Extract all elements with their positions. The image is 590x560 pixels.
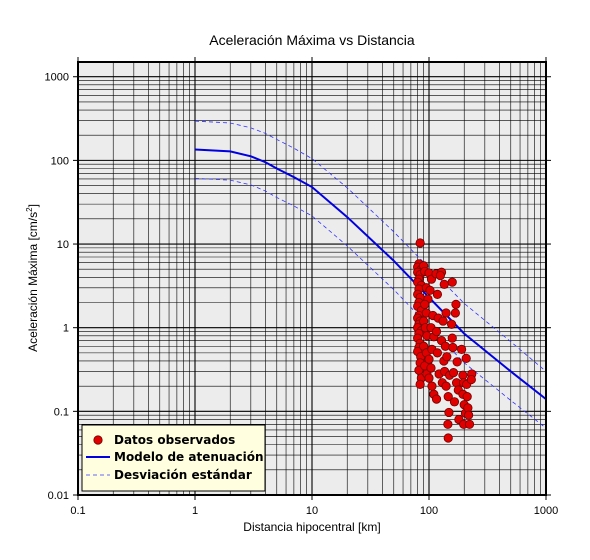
- data-point: [451, 299, 461, 309]
- x-tick-label: 10: [306, 505, 318, 517]
- data-point: [425, 285, 435, 295]
- data-point: [464, 419, 475, 429]
- data-point: [441, 381, 451, 391]
- y-tick-label: 10: [57, 239, 69, 251]
- y-tick-label: 1: [63, 323, 69, 335]
- data-point: [450, 308, 460, 318]
- y-axis-label-main: Aceleración Máxima [cm/s: [26, 212, 40, 352]
- data-point: [424, 373, 434, 383]
- data-point: [443, 419, 453, 429]
- data-point: [432, 348, 443, 358]
- legend: Datos observados Modelo de atenuación De…: [81, 424, 266, 492]
- legend-label-model: Modelo de atenuación: [114, 450, 264, 464]
- data-point: [466, 374, 476, 385]
- deviation-curve-upper: [194, 120, 547, 372]
- data-point: [415, 379, 425, 389]
- y-tick-label: 0.1: [54, 406, 69, 418]
- data-point: [443, 392, 453, 402]
- x-tick-label: 1000: [534, 505, 558, 517]
- data-point: [441, 308, 451, 318]
- x-tick-label: 1: [192, 505, 198, 517]
- data-point: [448, 342, 458, 353]
- data-point: [462, 392, 472, 402]
- data-point: [427, 381, 437, 391]
- legend-marker-points: [93, 435, 103, 445]
- x-tick-label: 100: [420, 505, 438, 517]
- model-curve: [194, 148, 547, 400]
- data-point: [439, 279, 449, 289]
- model-curve-line: [194, 148, 547, 400]
- data-point: [415, 238, 425, 248]
- deviation-curves: [194, 120, 547, 429]
- data-point: [432, 289, 443, 299]
- x-tick-label: 0.1: [70, 505, 85, 517]
- y-axis-label-end: ]: [26, 204, 40, 207]
- data-point: [442, 352, 452, 362]
- legend-box: [81, 424, 266, 492]
- y-axis-label: Aceleración Máxima [cm/s2]: [25, 204, 40, 352]
- y-axis-label-sup: 2: [25, 207, 34, 212]
- data-point: [431, 326, 442, 337]
- data-point: [440, 341, 450, 351]
- y-tick-label: 1000: [45, 72, 69, 84]
- y-tick-label: 0.01: [48, 490, 69, 502]
- data-point: [424, 354, 434, 364]
- data-point: [452, 357, 462, 367]
- data-points: [413, 238, 477, 443]
- y-ticks: 0.01 0.1 1 10 100 1000: [45, 72, 551, 502]
- data-point: [444, 407, 454, 418]
- data-point: [446, 319, 457, 329]
- data-point: [420, 299, 430, 309]
- data-point: [457, 344, 467, 355]
- data-point: [431, 394, 442, 404]
- legend-label-deviation: Desviación estándar: [114, 468, 252, 482]
- y-tick-label: 100: [51, 155, 69, 167]
- data-point: [438, 316, 448, 326]
- data-point: [463, 410, 474, 420]
- deviation-curve-lower: [194, 177, 547, 429]
- x-axis-label: Distancia hipocentral [km]: [243, 520, 380, 534]
- data-point: [448, 368, 459, 378]
- chart-title: Aceleración Máxima vs Distancia: [209, 32, 415, 48]
- legend-label-points: Datos observados: [114, 433, 235, 447]
- data-point: [426, 363, 436, 373]
- x-ticks: 0.1 1 10 100 1000: [70, 57, 558, 517]
- data-point: [447, 333, 457, 343]
- data-point: [449, 397, 460, 407]
- data-point: [447, 277, 457, 287]
- data-point: [461, 353, 471, 363]
- data-point: [443, 433, 453, 443]
- data-point: [435, 270, 445, 281]
